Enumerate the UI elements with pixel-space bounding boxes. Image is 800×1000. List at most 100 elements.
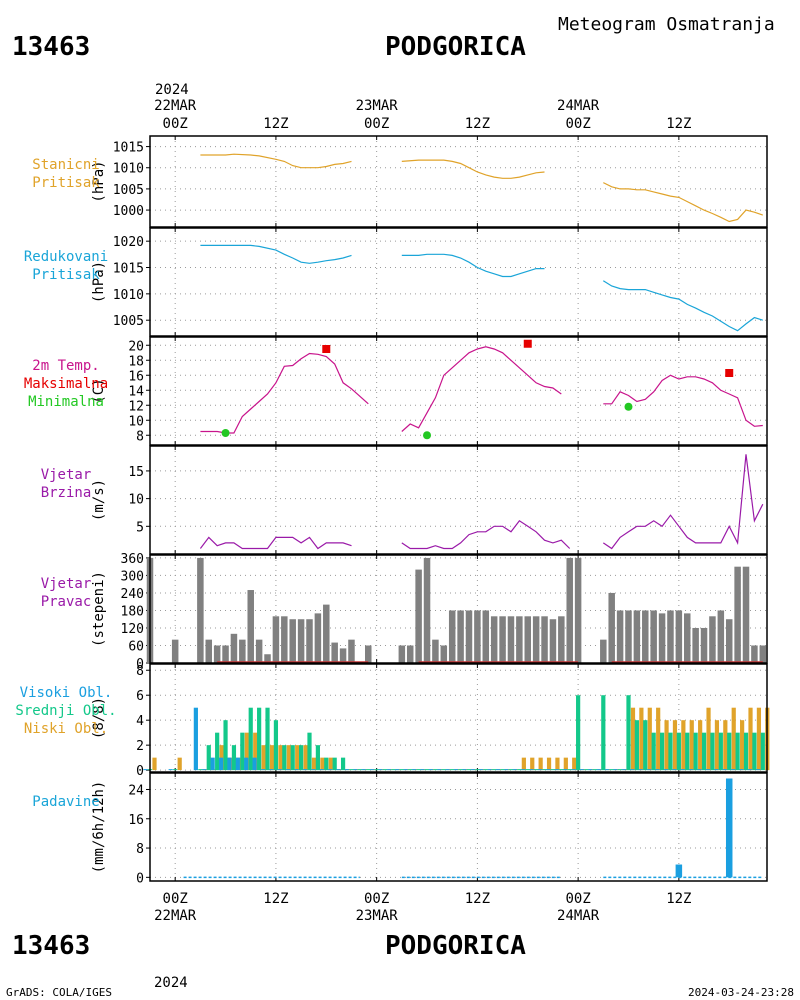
cloud-bar-srednji-obl (592, 769, 598, 771)
panel-oblacnost: 0 2 4 6 8 (8/8)Visoki Obl. Srednji Obl. Niski O… (15, 663, 770, 779)
cloud-bar-niski-obl (295, 745, 300, 771)
cloud-bar-visoki-obl (260, 769, 266, 771)
direction-bar (608, 592, 615, 663)
cloud-bar-srednji-obl (391, 769, 396, 771)
cloud-bar-visoki-obl (638, 769, 643, 771)
cloud-bar-visoki-obl (672, 769, 677, 771)
y-tick-label: 4 (136, 714, 144, 729)
cloud-bar-srednji-obl (349, 769, 354, 771)
cloud-bar-visoki-obl (218, 757, 224, 771)
y-tick-label: 16 (128, 369, 144, 384)
unit-label: (C) (91, 378, 107, 403)
cloud-bar-visoki-obl (344, 769, 350, 771)
cloud-bar-srednji-obl (727, 732, 732, 771)
top-date-label: 22MAR (154, 98, 197, 114)
cloud-bar-visoki-obl (445, 769, 450, 771)
cloud-bar-visoki-obl (302, 769, 308, 771)
cloud-bar-srednji-obl (198, 769, 203, 771)
direction-bar (398, 645, 406, 663)
cloud-bar-visoki-obl (319, 769, 324, 771)
series-line (200, 244, 352, 264)
cloud-bar-visoki-obl (370, 769, 375, 771)
panel-label: Vjetar (41, 467, 92, 483)
panel-frame (149, 663, 768, 773)
direction-bar (482, 610, 490, 663)
direction-bar (423, 557, 431, 663)
y-tick-label: 1015 (113, 141, 144, 156)
cloud-bar-visoki-obl (495, 769, 501, 771)
panel-label: Pravac (41, 594, 92, 610)
panel-frame (149, 445, 768, 555)
y-tick-label: 60 (128, 639, 144, 654)
direction-bar (541, 616, 548, 663)
cloud-bar-srednji-obl (215, 732, 220, 771)
cloud-bar-visoki-obl (193, 707, 198, 771)
direction-bar (499, 616, 506, 663)
direction-bar (331, 642, 338, 663)
cloud-bar-srednji-obl (525, 769, 530, 771)
cloud-bar-niski-obl (748, 707, 753, 771)
cloud-bar-visoki-obl (571, 769, 576, 771)
cloud-bar-visoki-obl (235, 757, 240, 771)
unit-label: (8/8) (91, 697, 107, 739)
cloud-bar-visoki-obl (621, 769, 627, 771)
cloud-bar-niski-obl (698, 720, 703, 771)
cloud-bar-srednji-obl (408, 769, 413, 771)
direction-bar (306, 619, 313, 663)
cloud-bar-srednji-obl (651, 732, 656, 771)
year-top: 2024 (155, 82, 189, 98)
cloud-bar-niski-obl (647, 707, 652, 771)
direction-bar (323, 604, 330, 663)
cloud-bar-srednji-obl (676, 732, 681, 771)
meteogram-panels: 1000100510101015(hPa)StanicniPritisak100… (15, 135, 770, 886)
y-tick-label: 20 (128, 339, 144, 354)
direction-bar (574, 557, 582, 663)
precip-bar (725, 778, 733, 878)
cloud-bar-srednji-obl (458, 769, 463, 771)
cloud-bar-niski-obl (731, 707, 736, 771)
direction-bar (742, 566, 750, 663)
cloud-bar-srednji-obl (718, 732, 723, 771)
cloud-bar-srednji-obl (626, 695, 631, 771)
cloud-bar-visoki-obl (210, 757, 215, 771)
cloud-bar-niski-obl (530, 757, 535, 771)
cloud-bar-visoki-obl (529, 769, 534, 771)
direction-bar (365, 645, 372, 663)
cloud-bar-visoki-obl (722, 769, 727, 771)
cloud-bar-visoki-obl (244, 757, 249, 771)
panel-frame (149, 772, 768, 882)
cloud-bar-visoki-obl (588, 769, 593, 771)
tmin-marker (624, 402, 633, 411)
cloud-bar-srednji-obl (173, 769, 178, 771)
tmin-marker (423, 431, 432, 440)
y-tick-label: 18 (128, 354, 144, 369)
direction-bar (247, 590, 254, 663)
cloud-bar-srednji-obl (340, 757, 346, 771)
direction-bar (415, 569, 422, 663)
cloud-bar-visoki-obl (554, 769, 559, 771)
direction-bar (264, 654, 271, 663)
y-tick-label: 0 (136, 871, 144, 886)
y-tick-label: 12 (128, 399, 144, 414)
direction-bar (549, 619, 557, 663)
cloud-bar-srednji-obl (273, 720, 279, 771)
cloud-bar-niski-obl (706, 707, 711, 771)
direction-bar (289, 619, 296, 663)
panel-vjetar-brzina: 5 10 15 (m/s)Vjetar Brzina (41, 445, 768, 555)
direction-bar (230, 633, 238, 663)
direction-bar (684, 613, 691, 663)
series-line (602, 280, 763, 332)
y-tick-label: 6 (136, 689, 144, 704)
cloud-bar-visoki-obl (521, 769, 526, 771)
cloud-bar-visoki-obl (697, 769, 702, 771)
cloud-bar-visoki-obl (168, 769, 173, 771)
cloud-bar-srednji-obl (366, 769, 371, 771)
cloud-bar-visoki-obl (462, 769, 467, 771)
cloud-bar-niski-obl (303, 745, 308, 771)
bottom-hour-label: 00Z (364, 891, 389, 907)
cloud-bar-niski-obl (269, 745, 275, 771)
cloud-bar-srednji-obl (282, 745, 287, 771)
cloud-bar-srednji-obl (466, 769, 472, 771)
cloud-bar-srednji-obl (492, 769, 497, 771)
